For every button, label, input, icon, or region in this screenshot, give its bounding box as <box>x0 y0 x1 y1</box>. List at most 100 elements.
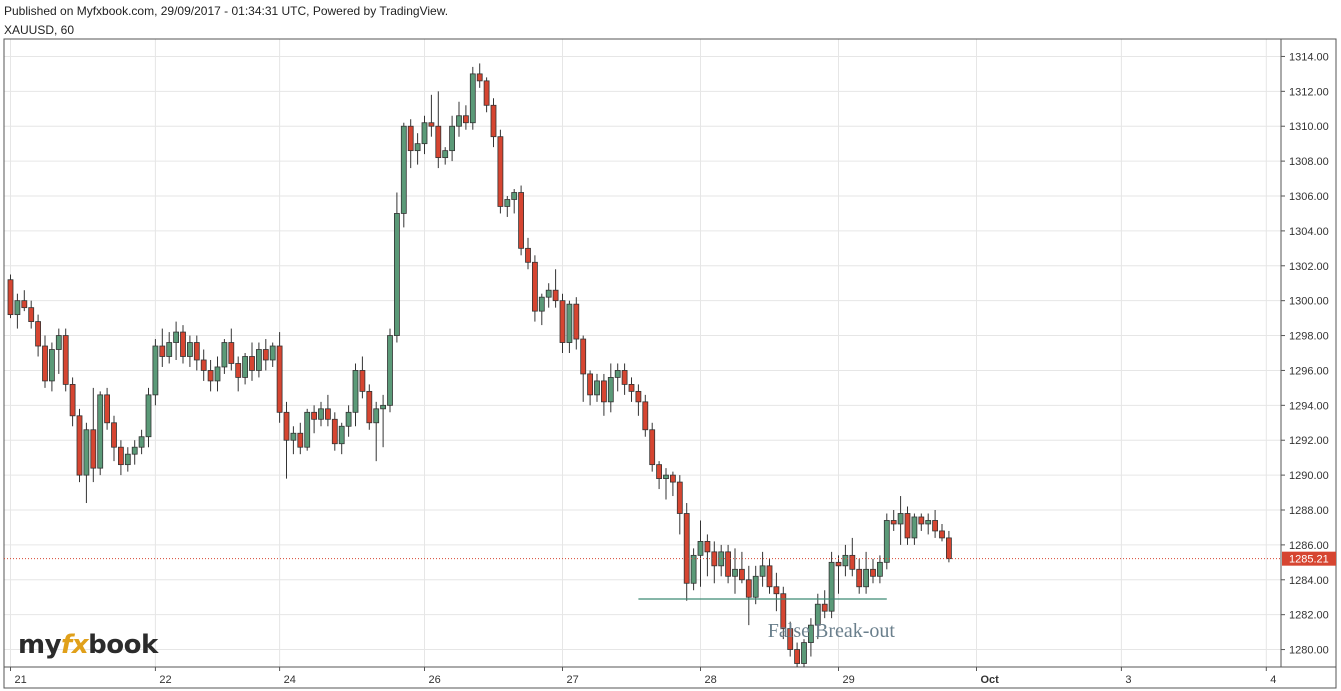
candle-body-down <box>525 247 531 263</box>
candle-body-down <box>642 401 649 431</box>
candle-body-down <box>559 300 566 343</box>
candle <box>697 520 704 587</box>
candle <box>497 129 504 214</box>
candle-body-up <box>538 296 545 312</box>
candle <box>104 387 110 430</box>
candle <box>718 544 725 577</box>
candle-body-up <box>373 408 380 424</box>
candle <box>504 196 511 217</box>
y-tick-label: 1290.00 <box>1289 470 1329 482</box>
candle <box>725 544 731 584</box>
candle-body-down <box>656 464 662 479</box>
x-tick-label: 21 <box>15 674 27 686</box>
price-axis[interactable]: 1314.00 1312.00 1310.00 1308.00 1306.00 1304.… <box>1281 51 1329 657</box>
candle <box>601 373 607 416</box>
candle-body-down <box>601 380 607 403</box>
candle <box>449 115 456 162</box>
candle <box>628 377 635 402</box>
x-tick-label: Oct <box>981 674 1000 686</box>
candle-body-up <box>214 366 221 382</box>
logo-text-book: book <box>88 630 158 660</box>
candle-body-up <box>14 300 21 316</box>
candle <box>324 394 331 427</box>
candle-body-down <box>28 307 35 322</box>
candle-body-up <box>752 575 759 598</box>
candle <box>180 325 186 364</box>
candle <box>21 290 28 312</box>
candle <box>794 642 800 667</box>
x-tick-label: 4 <box>1270 674 1276 686</box>
candle <box>939 523 945 542</box>
candle <box>338 422 345 455</box>
candle <box>911 513 918 545</box>
candle-body-down <box>7 279 14 316</box>
candle <box>462 105 469 130</box>
candle <box>242 353 249 385</box>
candle <box>221 339 228 374</box>
candle <box>732 548 738 594</box>
candle-body-up <box>269 345 276 361</box>
candle-body-down <box>573 303 580 340</box>
last-price: 1285.21 <box>4 551 1336 566</box>
candle <box>97 391 104 476</box>
candle <box>828 551 835 619</box>
candle-body-up <box>511 192 518 200</box>
candle-body-down <box>711 551 718 567</box>
candle <box>331 412 338 451</box>
candle <box>849 537 856 577</box>
candle-body-up <box>83 429 90 476</box>
candle-body-down <box>428 122 435 127</box>
candle <box>14 293 21 329</box>
candle <box>469 66 476 130</box>
candle-body-up <box>504 199 511 207</box>
candle <box>525 237 531 270</box>
candle-body-up <box>456 115 462 127</box>
false-breakout-label: False Break-out <box>768 620 896 642</box>
candle-body-down <box>76 415 83 476</box>
candle <box>925 513 932 535</box>
candle <box>69 377 76 427</box>
candle-body-up <box>318 408 324 420</box>
candle-body-down <box>180 331 186 357</box>
candle-body-down <box>490 104 497 138</box>
candle <box>228 328 235 371</box>
candle <box>932 510 938 538</box>
candle <box>552 269 559 308</box>
y-tick-label: 1306.00 <box>1289 191 1329 203</box>
candle-body-up <box>414 143 421 152</box>
candle <box>42 335 48 388</box>
candle-body-up <box>421 122 428 145</box>
time-axis[interactable]: 21 22 24 26 27 28 29 Oct 3 4 <box>10 667 1277 686</box>
candle <box>387 328 393 413</box>
candle <box>904 506 911 545</box>
x-tick-label: 3 <box>1125 674 1131 686</box>
candle-body-down <box>580 338 587 375</box>
candle-body-down <box>207 370 214 382</box>
candle-body-down <box>621 370 628 385</box>
candle-body-up <box>145 394 152 438</box>
candle <box>649 422 656 472</box>
candle <box>642 394 649 437</box>
candle <box>62 328 69 392</box>
candle-body-down <box>745 579 752 598</box>
candle <box>269 342 276 367</box>
candle-body-down <box>311 411 318 420</box>
candle <box>766 558 773 594</box>
candle-body-up <box>290 432 297 441</box>
candle-body-up <box>131 446 138 455</box>
candle <box>518 185 524 256</box>
candle-body-down <box>939 530 945 539</box>
candle-body-up <box>808 624 814 643</box>
candle <box>7 274 14 319</box>
candle-body-up <box>49 349 55 382</box>
candle <box>607 363 614 413</box>
candle <box>773 572 780 612</box>
candle <box>55 328 62 374</box>
candle <box>90 387 97 483</box>
myfxbook-logo: myfxbook <box>18 630 158 660</box>
candle-body-down <box>649 429 656 466</box>
candle <box>76 408 83 483</box>
x-tick-label: 29 <box>843 674 855 686</box>
candle <box>946 530 952 563</box>
